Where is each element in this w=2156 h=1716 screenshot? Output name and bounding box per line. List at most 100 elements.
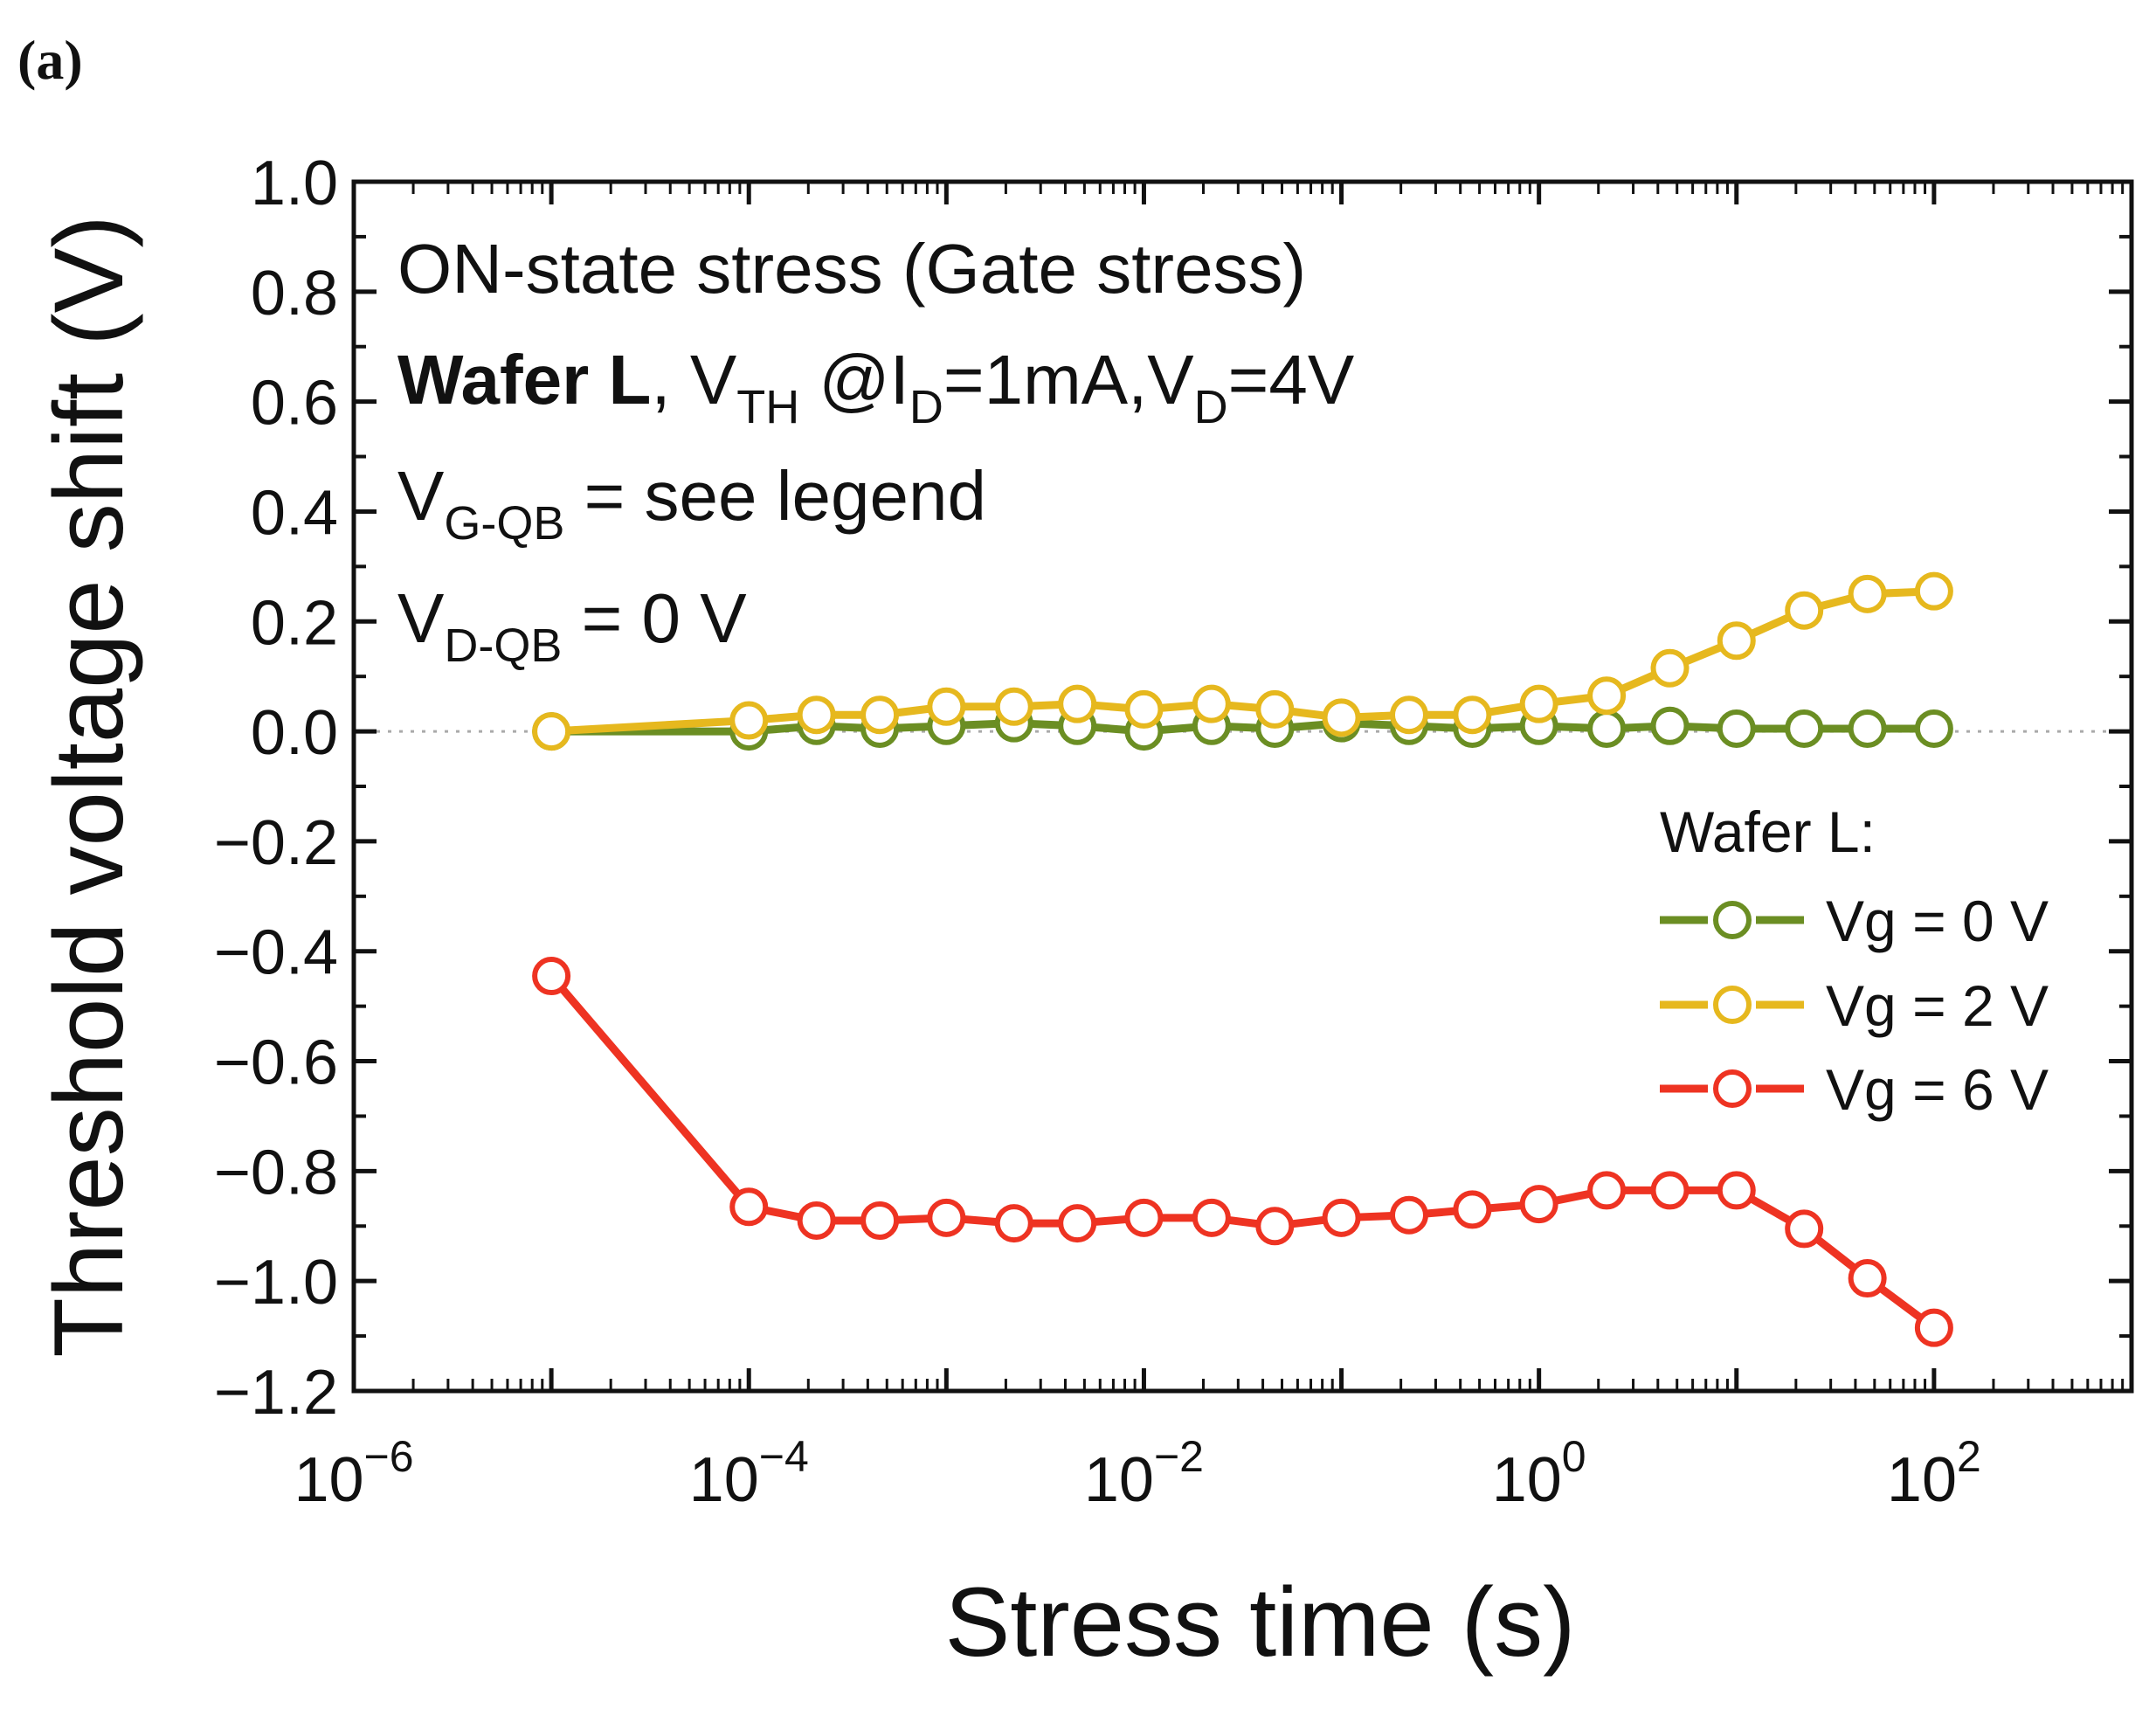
series-segment xyxy=(1878,1284,1924,1321)
series-segment xyxy=(1425,723,1456,732)
legend-marker xyxy=(1713,901,1752,939)
data-point xyxy=(1717,709,1756,748)
annotation-sub-gqb: G-QB xyxy=(444,497,564,550)
x-tick-base: 10 xyxy=(1887,1445,1957,1515)
panel-label: (a) xyxy=(17,29,83,91)
series-segment xyxy=(1030,719,1061,730)
series-segment xyxy=(1227,1215,1260,1228)
data-point xyxy=(1650,648,1690,688)
y-tick-label: −0.2 xyxy=(214,808,338,878)
data-point xyxy=(1848,574,1887,613)
series-segment xyxy=(559,986,742,1197)
data-point xyxy=(1322,698,1361,737)
series-segment xyxy=(1686,723,1720,732)
data-point xyxy=(1650,706,1690,745)
data-point xyxy=(1519,1185,1558,1224)
data-point xyxy=(1322,1198,1361,1237)
series-segment xyxy=(1488,1201,1524,1213)
series-segment xyxy=(1160,723,1196,735)
data-point xyxy=(1914,709,1953,748)
series-segment xyxy=(1425,1207,1456,1218)
y-tick-label: −0.6 xyxy=(214,1028,338,1098)
data-point xyxy=(1124,1198,1164,1237)
annotation-line-1: ON-state stress (Gate stress) xyxy=(397,230,1306,308)
legend-label: Vg = 0 V xyxy=(1826,889,2049,953)
annotation-line-4: VD-QB = 0 V xyxy=(397,579,747,672)
series-segment xyxy=(1290,1215,1326,1228)
annotation-line-3-part: = see legend xyxy=(564,457,986,535)
y-tick-label: 0.6 xyxy=(251,369,338,439)
legend-entry: Vg = 0 V xyxy=(1660,889,2049,953)
annotation-line-2-part: =1mA,V xyxy=(943,341,1194,419)
series-vg6 xyxy=(532,957,1953,1347)
series-segment xyxy=(895,704,931,717)
legend-entry: Vg = 2 V xyxy=(1660,973,2049,1038)
data-point xyxy=(927,687,966,726)
x-tick-base: 10 xyxy=(1084,1445,1154,1515)
data-point xyxy=(994,1204,1033,1243)
series-segment xyxy=(1750,613,1791,638)
series-segment xyxy=(1489,723,1523,732)
annotation-line-2-part: , V xyxy=(651,341,736,419)
data-point xyxy=(1587,1171,1627,1210)
series-segment xyxy=(1358,711,1393,722)
data-point xyxy=(729,701,769,740)
x-tick-label: 10−2 xyxy=(1084,1432,1204,1515)
data-point xyxy=(729,1187,769,1227)
series-segment xyxy=(764,723,801,735)
series-segment xyxy=(963,719,998,730)
legend-entries: Vg = 0 V Vg = 2 V Vg = 6 V xyxy=(1660,889,2049,1122)
series-segment xyxy=(1290,707,1326,720)
series-segment xyxy=(1358,1211,1393,1221)
data-point xyxy=(1717,1171,1756,1210)
annotation-sub-dqb: D-QB xyxy=(444,619,562,672)
data-point xyxy=(1058,684,1097,723)
annotation-line-3-part: V xyxy=(397,457,445,535)
annotation-sub-d: D xyxy=(909,381,943,433)
x-tick-base: 10 xyxy=(1492,1445,1562,1515)
series-segment xyxy=(1814,1235,1857,1271)
data-point xyxy=(1058,1204,1097,1243)
data-point xyxy=(1650,1171,1690,1210)
data-point xyxy=(1255,689,1295,729)
legend-label: Vg = 2 V xyxy=(1826,973,2049,1038)
data-point xyxy=(1587,709,1627,748)
y-tick-label: −0.4 xyxy=(214,918,338,988)
data-point xyxy=(1914,571,1953,611)
data-point xyxy=(1389,1195,1428,1235)
data-point xyxy=(1848,1259,1887,1298)
x-axis-title: Stress time (s) xyxy=(945,1567,1576,1677)
annotation-line-4-part: V xyxy=(397,579,445,657)
series-segment xyxy=(1555,723,1591,732)
data-point xyxy=(1124,689,1164,729)
series-segment xyxy=(1819,594,1853,611)
data-point xyxy=(1192,684,1231,723)
series-segment xyxy=(1030,700,1061,710)
data-point xyxy=(1389,695,1428,735)
series-segment xyxy=(1093,723,1128,735)
wafer-label: Wafer L xyxy=(397,341,651,419)
data-point xyxy=(860,695,900,735)
data-point xyxy=(797,695,836,735)
data-point xyxy=(860,1201,900,1240)
y-tick-label: −1.2 xyxy=(214,1358,338,1428)
data-point xyxy=(1785,1209,1824,1249)
series-segment xyxy=(1227,723,1259,732)
series-segment xyxy=(1622,723,1654,732)
data-point xyxy=(532,957,571,996)
x-tick-exponent: 0 xyxy=(1562,1432,1586,1481)
legend-marker xyxy=(1713,1069,1752,1108)
annotation-line-2: Wafer L, VTH @ID=1mA,VD=4V xyxy=(397,341,1355,433)
y-tick-label: −1.0 xyxy=(214,1248,338,1318)
x-tick-base: 10 xyxy=(689,1445,759,1515)
series-segment xyxy=(1093,701,1128,712)
x-tick-exponent: −6 xyxy=(364,1432,414,1481)
series-segment xyxy=(1093,1214,1128,1227)
x-tick-exponent: 2 xyxy=(1957,1432,1981,1481)
y-tick-label: 0.0 xyxy=(251,698,338,768)
data-point xyxy=(1519,684,1558,723)
series-segment xyxy=(1683,643,1723,666)
data-point xyxy=(1914,1308,1953,1347)
annotation-line-4-part: = 0 V xyxy=(562,579,747,657)
